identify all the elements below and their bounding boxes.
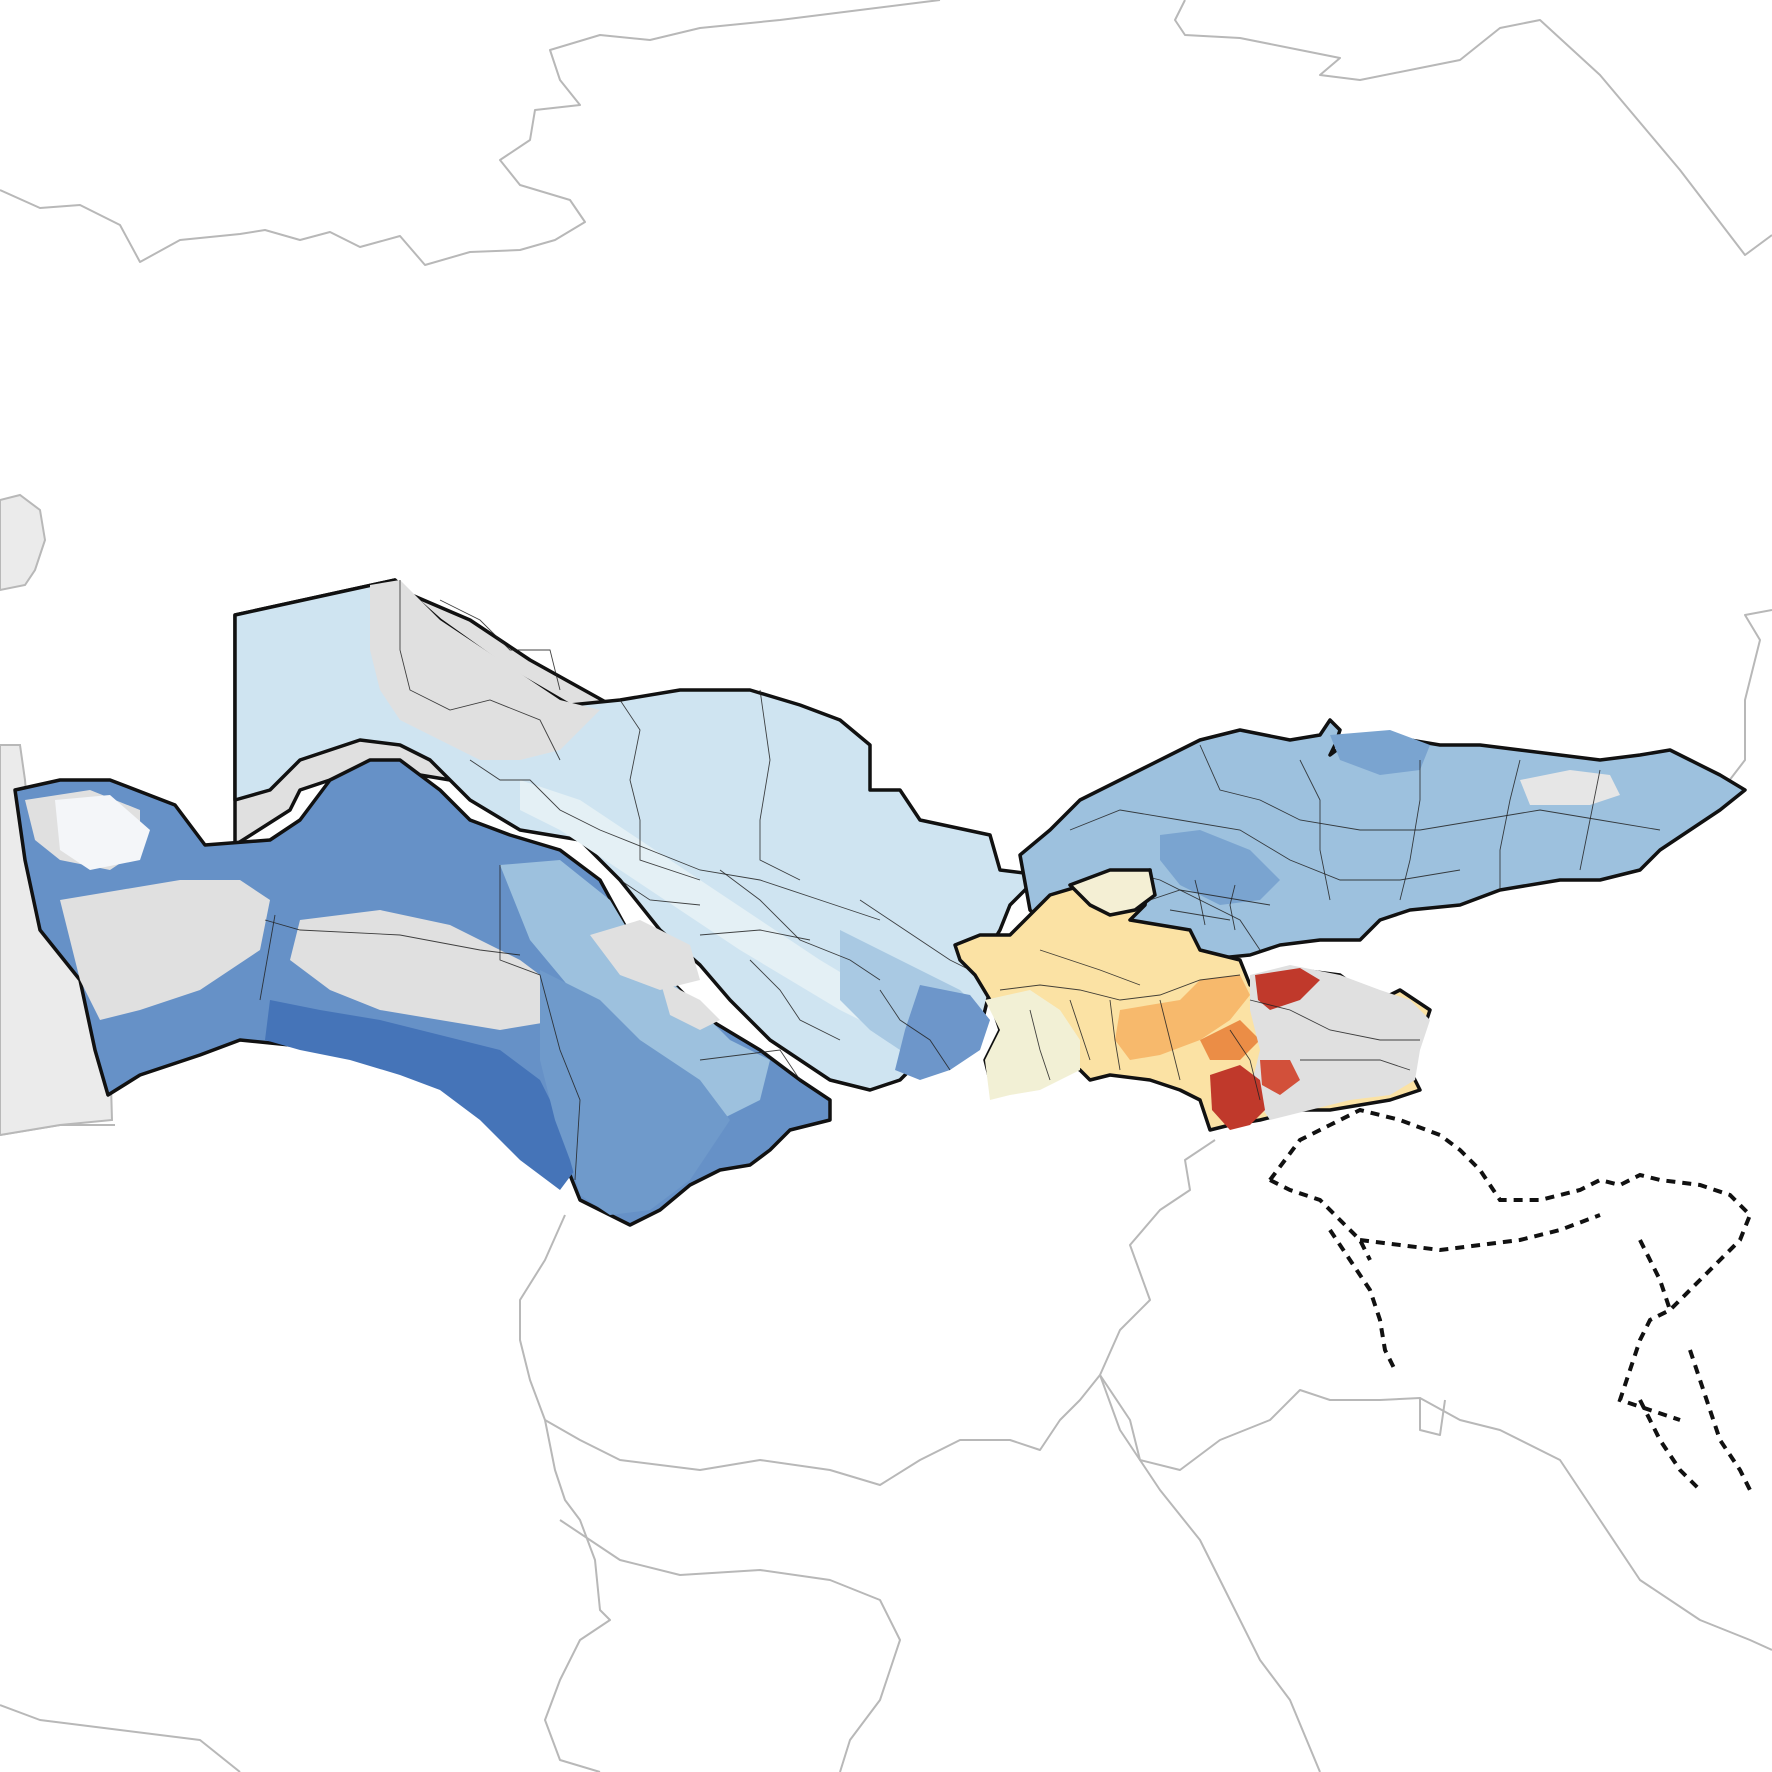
disputed-boundary [1359, 1213, 1601, 1253]
turkmenistan-light-blue-zone [500, 860, 770, 1120]
uzbekistan-grey-strip [590, 920, 700, 990]
uzbekistan-palest-band [520, 780, 900, 1030]
disputed-boundary [1328, 1228, 1397, 1371]
tajikistan-orange-zone [1115, 975, 1250, 1060]
tajikistan-deep-orange-zone [1200, 1020, 1260, 1060]
tajikistan-red-zone [1210, 1065, 1265, 1130]
fergana-admin-lines [1149, 879, 1271, 931]
disputed-boundary [1638, 1239, 1672, 1311]
turkmenistan-mid-blue-zone [540, 970, 730, 1215]
disputed-boundary [1269, 1178, 1372, 1261]
uzbekistan-nodata-patch [370, 580, 600, 760]
tajikistan-north-lobe [1068, 868, 1157, 917]
disputed-boundary [1688, 1349, 1752, 1491]
turkmenistan-nodata-patch [290, 910, 560, 1030]
uzbekistan-grey-strip [660, 980, 720, 1030]
kyrgyzstan-mid-patch [1330, 730, 1430, 775]
disputed-boundary [1638, 1399, 1702, 1492]
tajikistan-red-zone [1260, 1060, 1300, 1095]
turkmenistan-dark-band [265, 1000, 575, 1190]
tajikistan-pale-zone [985, 990, 1080, 1100]
uzbekistan-mid-band [895, 985, 990, 1080]
kyrgyzstan-mid-patch [1160, 830, 1280, 905]
turkmenistan-nodata-patch [60, 880, 270, 1020]
tajikistan-red-zone [1255, 968, 1320, 1010]
turkmenistan-light-patch [55, 795, 150, 870]
neighbor-land-northwest [0, 493, 47, 592]
